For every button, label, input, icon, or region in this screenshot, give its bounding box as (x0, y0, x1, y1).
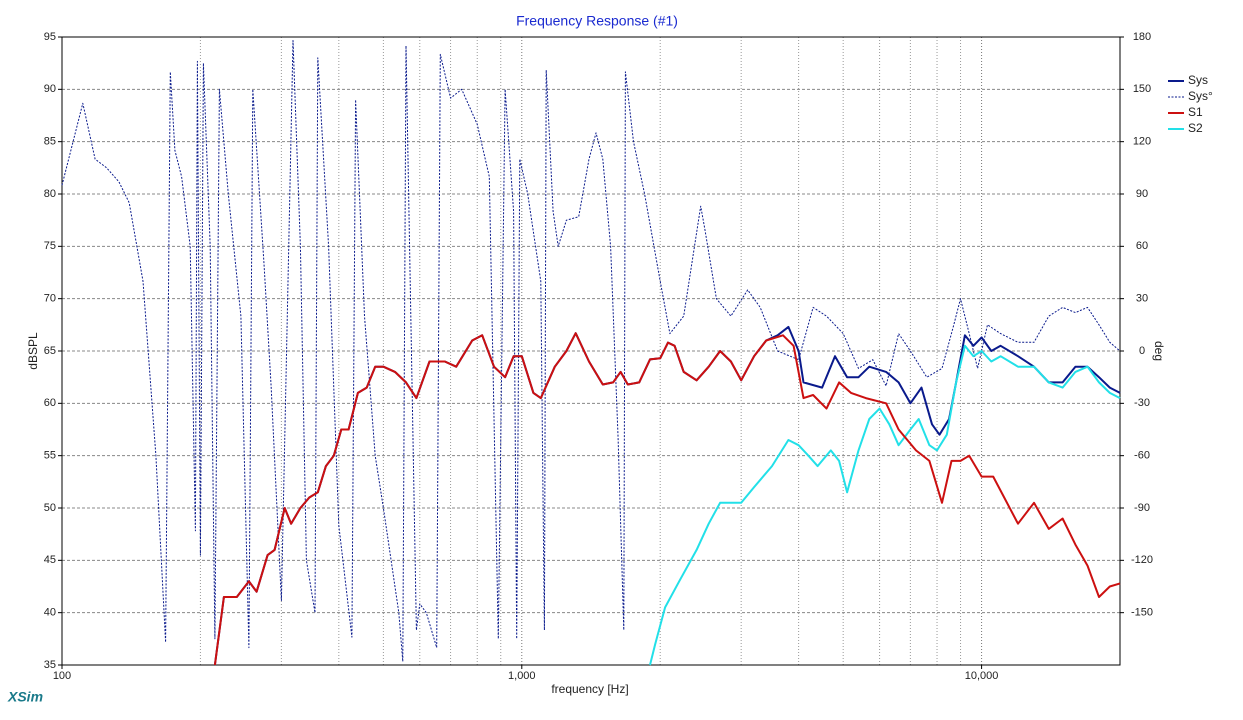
y2-tick-label: -30 (1134, 397, 1150, 409)
y2-tick-label: -60 (1134, 450, 1150, 462)
y2-tick-label: -120 (1131, 554, 1153, 566)
y2-tick-label: 120 (1133, 136, 1151, 148)
y2-tick-label: 30 (1136, 293, 1148, 305)
x-tick-label: 100 (53, 670, 71, 682)
y2-axis-label: deg (1152, 341, 1166, 361)
y-tick-label: 35 (44, 659, 56, 671)
y-tick-label: 60 (44, 397, 56, 409)
y-axis-label: dBSPL (26, 332, 40, 370)
series-line (649, 344, 1121, 666)
y2-tick-label: 0 (1139, 345, 1145, 357)
y-tick-label: 55 (44, 450, 56, 462)
y2-tick-label: -150 (1131, 607, 1153, 619)
legend-label: Sys° (1188, 89, 1213, 103)
legend-label: S1 (1188, 105, 1203, 119)
x-tick-label: 10,000 (965, 670, 999, 682)
chart-title: Frequency Response (#1) (516, 13, 678, 29)
y-tick-label: 75 (44, 240, 56, 252)
legend-label: Sys (1188, 73, 1208, 87)
y-tick-label: 50 (44, 502, 56, 514)
y2-tick-label: 150 (1133, 83, 1151, 95)
x-tick-label: 1,000 (508, 670, 536, 682)
legend-label: S2 (1188, 121, 1203, 135)
series-line (61, 40, 1121, 662)
x-axis-label: frequency [Hz] (551, 682, 628, 696)
y-tick-label: 95 (44, 31, 56, 43)
y-tick-label: 65 (44, 345, 56, 357)
y2-tick-label: -90 (1134, 502, 1150, 514)
y-tick-label: 85 (44, 136, 56, 148)
y2-tick-label: 180 (1133, 31, 1151, 43)
y-tick-label: 40 (44, 607, 56, 619)
y-tick-label: 45 (44, 554, 56, 566)
y2-tick-label: 60 (1136, 240, 1148, 252)
y-tick-label: 70 (44, 293, 56, 305)
y2-tick-label: 90 (1136, 188, 1148, 200)
y-tick-label: 90 (44, 83, 56, 95)
watermark: XSim (7, 689, 43, 705)
series-line (213, 332, 1121, 666)
y-tick-label: 80 (44, 188, 56, 200)
